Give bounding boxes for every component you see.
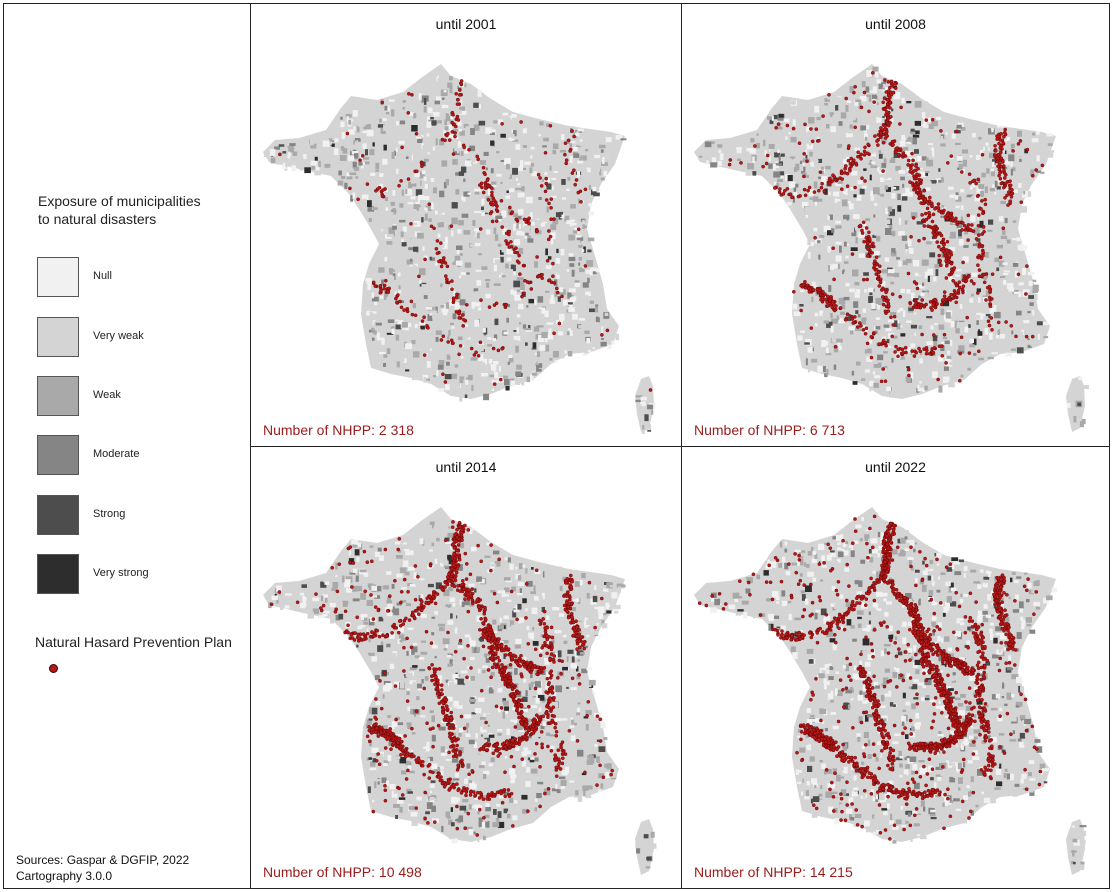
legend-label: Strong (93, 508, 126, 520)
nhpp-count: Number of NHPP: 14 215 (694, 864, 853, 880)
france-map (694, 64, 1089, 432)
legend-title-line2: to natural disasters (38, 211, 157, 227)
corsica-shape (1066, 819, 1085, 875)
map-panel-2022: until 2022 Number of NHPP: 14 215 (681, 446, 1110, 889)
legend-item-weak: Weak (37, 376, 237, 416)
france-map (263, 64, 656, 434)
panel-title: until 2022 (865, 459, 926, 475)
nhpp-dots (278, 79, 653, 392)
legend-label: Weak (93, 389, 121, 401)
map-panel-2008: until 2008 Number of NHPP: 6 713 (681, 3, 1110, 447)
legend-item-very-strong: Very strong (37, 554, 237, 594)
nhpp-dots (269, 520, 615, 837)
legend-item-null: Null (37, 257, 237, 297)
legend-item-very-weak: Very weak (37, 317, 237, 357)
exposure-texture (699, 66, 1089, 428)
france-map (694, 507, 1087, 875)
nhpp-count: Number of NHPP: 6 713 (694, 422, 845, 438)
legend-swatch (37, 376, 79, 416)
sources-note: Sources: Gaspar & DGFIP, 2022 Cartograph… (16, 852, 189, 884)
nhpp-marker-symbol (49, 664, 58, 673)
france-map (263, 507, 657, 875)
legend-swatch (37, 554, 79, 594)
legend-swatch (37, 435, 79, 475)
nhpp-dots (727, 71, 1045, 384)
map-panel-2001: until 2001 Number of NHPP: 2 318 (250, 3, 682, 447)
legend-label: Very strong (93, 567, 149, 579)
legend-label: Very weak (93, 330, 144, 342)
mainland-france-shape (694, 507, 1056, 842)
legend-panel: Exposure of municipalities to natural di… (3, 3, 251, 889)
map-panel-2014: until 2014 Number of NHPP: 10 498 (250, 446, 682, 889)
mainland-france-shape (263, 507, 625, 842)
legend-title-line1: Exposure of municipalities (38, 193, 201, 209)
nhpp-count: Number of NHPP: 2 318 (263, 422, 414, 438)
legend-label: Null (93, 270, 112, 282)
legend-swatch (37, 495, 79, 535)
panel-title: until 2001 (435, 16, 497, 32)
legend-item-strong: Strong (37, 495, 237, 535)
legend-swatch (37, 317, 79, 357)
legend-title: Exposure of municipalities to natural di… (38, 192, 201, 228)
legend-item-moderate: Moderate (37, 435, 237, 475)
nhpp-count: Number of NHPP: 10 498 (263, 864, 422, 880)
legend-swatch (37, 257, 79, 297)
panel-title: until 2014 (435, 459, 497, 475)
mainland-france-shape (263, 64, 625, 399)
nhpp-legend-title: Natural Hasard Prevention Plan (35, 634, 232, 650)
sources-line: Sources: Gaspar & DGFIP, 2022 (16, 853, 190, 867)
cartography-line: Cartography 3.0.0 (16, 869, 113, 883)
legend-label: Moderate (93, 448, 140, 460)
exposure-texture (263, 70, 656, 434)
panel-title: until 2008 (865, 16, 926, 32)
nhpp-dots (697, 514, 1043, 841)
